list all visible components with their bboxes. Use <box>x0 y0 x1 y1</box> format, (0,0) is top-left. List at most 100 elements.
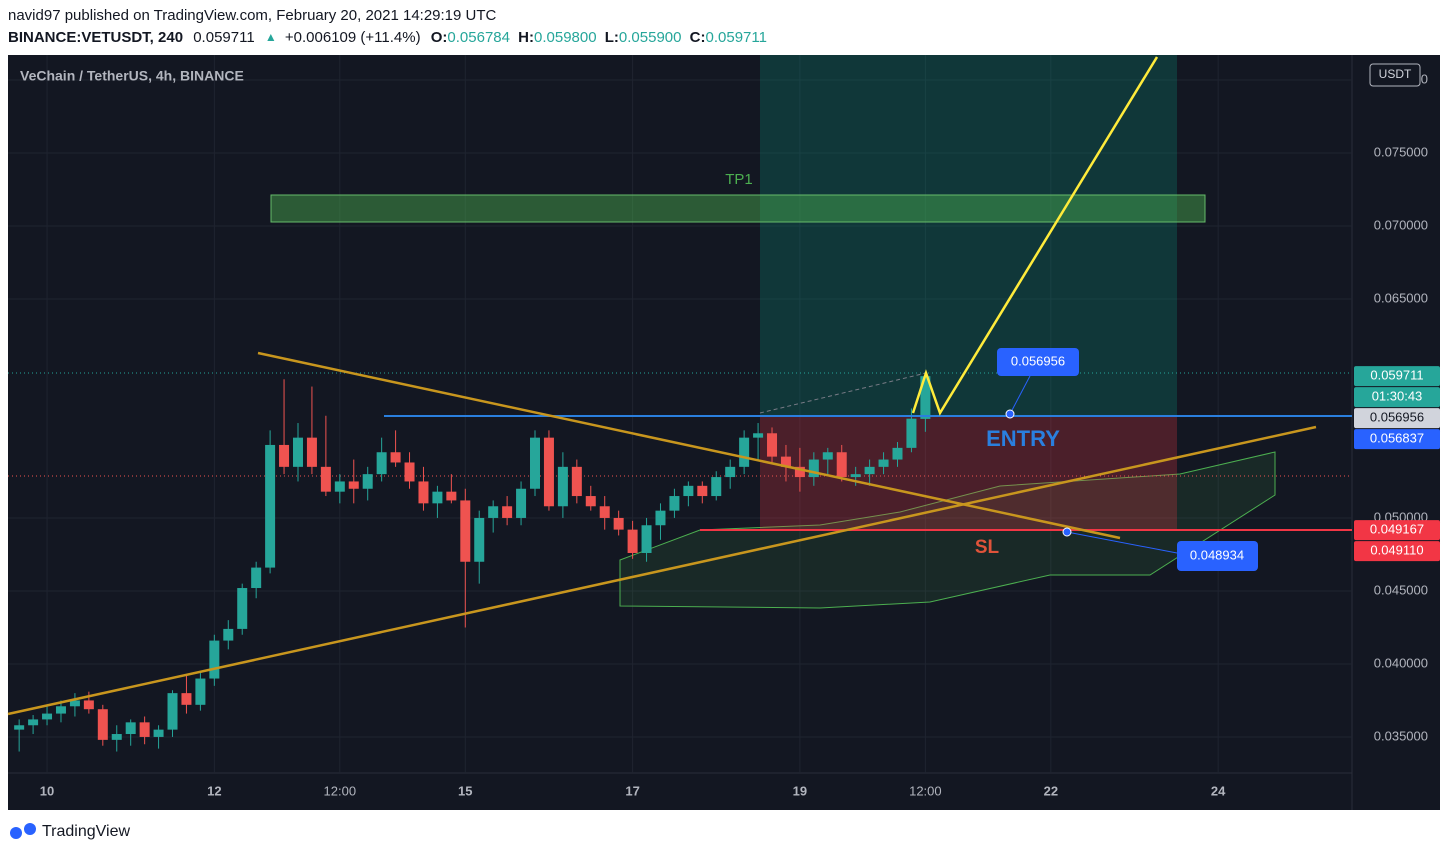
symbol-line: BINANCE:VETUSDT, 240 0.059711 ▲ +0.00610… <box>8 29 767 46</box>
candle-body <box>641 525 652 553</box>
price-tag-label: 0.049110 <box>1370 543 1423 558</box>
arrow: ▲ <box>265 30 277 44</box>
price-tag-label: 0.049167 <box>1370 522 1424 537</box>
price-tag <box>1354 408 1440 429</box>
x-tick-label: 15 <box>458 783 472 798</box>
candle-body <box>111 734 122 740</box>
candle-body <box>28 719 39 726</box>
candle-body <box>42 713 53 720</box>
c-label: C: <box>690 29 706 46</box>
x-tick-label: 12 <box>207 783 221 798</box>
candle-body <box>55 706 66 714</box>
candle-body <box>83 700 94 710</box>
candle-body <box>780 456 791 467</box>
currency-box <box>1369 63 1421 87</box>
x-tick-label: 12:00 <box>909 783 942 798</box>
price-tag <box>1354 520 1440 541</box>
logo-mark <box>10 827 22 839</box>
candle-body <box>669 496 680 511</box>
y-tick-label: 0.070000 <box>1374 217 1428 232</box>
candle-body <box>794 466 805 478</box>
candle-body <box>334 481 345 492</box>
symbol: BINANCE:VETUSDT, 240 <box>8 29 183 46</box>
candle-body <box>223 628 234 641</box>
path-projection <box>911 56 1159 416</box>
l-label: L: <box>605 29 619 46</box>
candle-body <box>920 376 931 419</box>
trendline <box>257 351 1121 540</box>
price-tag <box>1354 541 1440 562</box>
countdown-tag <box>1354 387 1440 408</box>
candle-body <box>516 488 527 518</box>
h: 0.059800 <box>534 29 597 46</box>
candle-body <box>543 437 554 507</box>
price-tag <box>1354 429 1440 450</box>
o-label: O: <box>431 29 448 46</box>
grid <box>8 55 1352 773</box>
candle-body <box>739 437 750 467</box>
candle-body <box>167 693 178 730</box>
candle-body <box>251 567 262 589</box>
candle-body <box>195 678 206 705</box>
candle-body <box>14 725 25 730</box>
candle-body <box>153 729 164 737</box>
trendline <box>7 425 1317 716</box>
brand: TradingView <box>42 823 130 840</box>
x-tick-label: 24 <box>1211 783 1226 798</box>
tp-label: TP1 <box>725 171 753 188</box>
candle-body <box>585 496 596 507</box>
entry-callout: 0.056956 <box>1011 353 1065 368</box>
x-tick-label: 10 <box>40 783 54 798</box>
candle-body <box>488 506 499 518</box>
price-tag-label: 0.056837 <box>1370 431 1424 446</box>
callout-leader <box>1009 375 1031 415</box>
h-label: H: <box>518 29 534 46</box>
candle-body <box>753 433 764 438</box>
candle-body <box>836 452 847 478</box>
x-tick-label: 12:00 <box>324 783 357 798</box>
x-tick-label: 19 <box>793 783 807 798</box>
callout-box <box>1177 541 1258 571</box>
candle-body <box>432 491 443 504</box>
candle-body <box>502 506 513 518</box>
candle-body <box>711 477 722 497</box>
x-tick-label: 17 <box>625 783 639 798</box>
tp-zone <box>270 194 1206 223</box>
x-tick-label: 22 <box>1044 783 1058 798</box>
y-tick-label: 0.065000 <box>1374 290 1428 305</box>
candle-body <box>655 510 666 526</box>
last: 0.059711 <box>193 29 254 46</box>
callout-dot <box>1005 409 1015 419</box>
countdown: 01:30:43 <box>1372 389 1423 404</box>
candle-body <box>822 452 833 460</box>
callout-box <box>997 348 1079 376</box>
candle-body <box>362 474 373 489</box>
candle-body <box>390 452 401 463</box>
stop-callout: 0.048934 <box>1190 547 1244 562</box>
y-tick-label: 0.045000 <box>1374 582 1428 597</box>
sl-label: SL <box>975 537 1000 558</box>
candle-body <box>418 481 429 504</box>
currency: USDT <box>1379 67 1412 81</box>
candle-body <box>906 418 917 448</box>
y-tick-label: 0.040000 <box>1374 655 1428 670</box>
candle-body <box>265 444 276 568</box>
candle-body <box>376 452 387 475</box>
candle-body <box>460 500 471 562</box>
publisher: navid97 published on TradingView.com, Fe… <box>8 7 497 24</box>
c: 0.059711 <box>706 29 767 46</box>
price-tag <box>1354 366 1440 387</box>
y-tick-label: 0.035000 <box>1374 728 1428 743</box>
candle-body <box>697 485 708 497</box>
candle-body <box>613 517 624 530</box>
candle-body <box>878 459 889 467</box>
candle-body <box>627 529 638 553</box>
candle-body <box>404 462 415 482</box>
candle-body <box>557 466 568 507</box>
candle-body <box>237 588 248 629</box>
candle-body <box>530 437 541 489</box>
price-tag-label: 0.059711 <box>1370 368 1423 383</box>
candle-body <box>348 481 359 489</box>
